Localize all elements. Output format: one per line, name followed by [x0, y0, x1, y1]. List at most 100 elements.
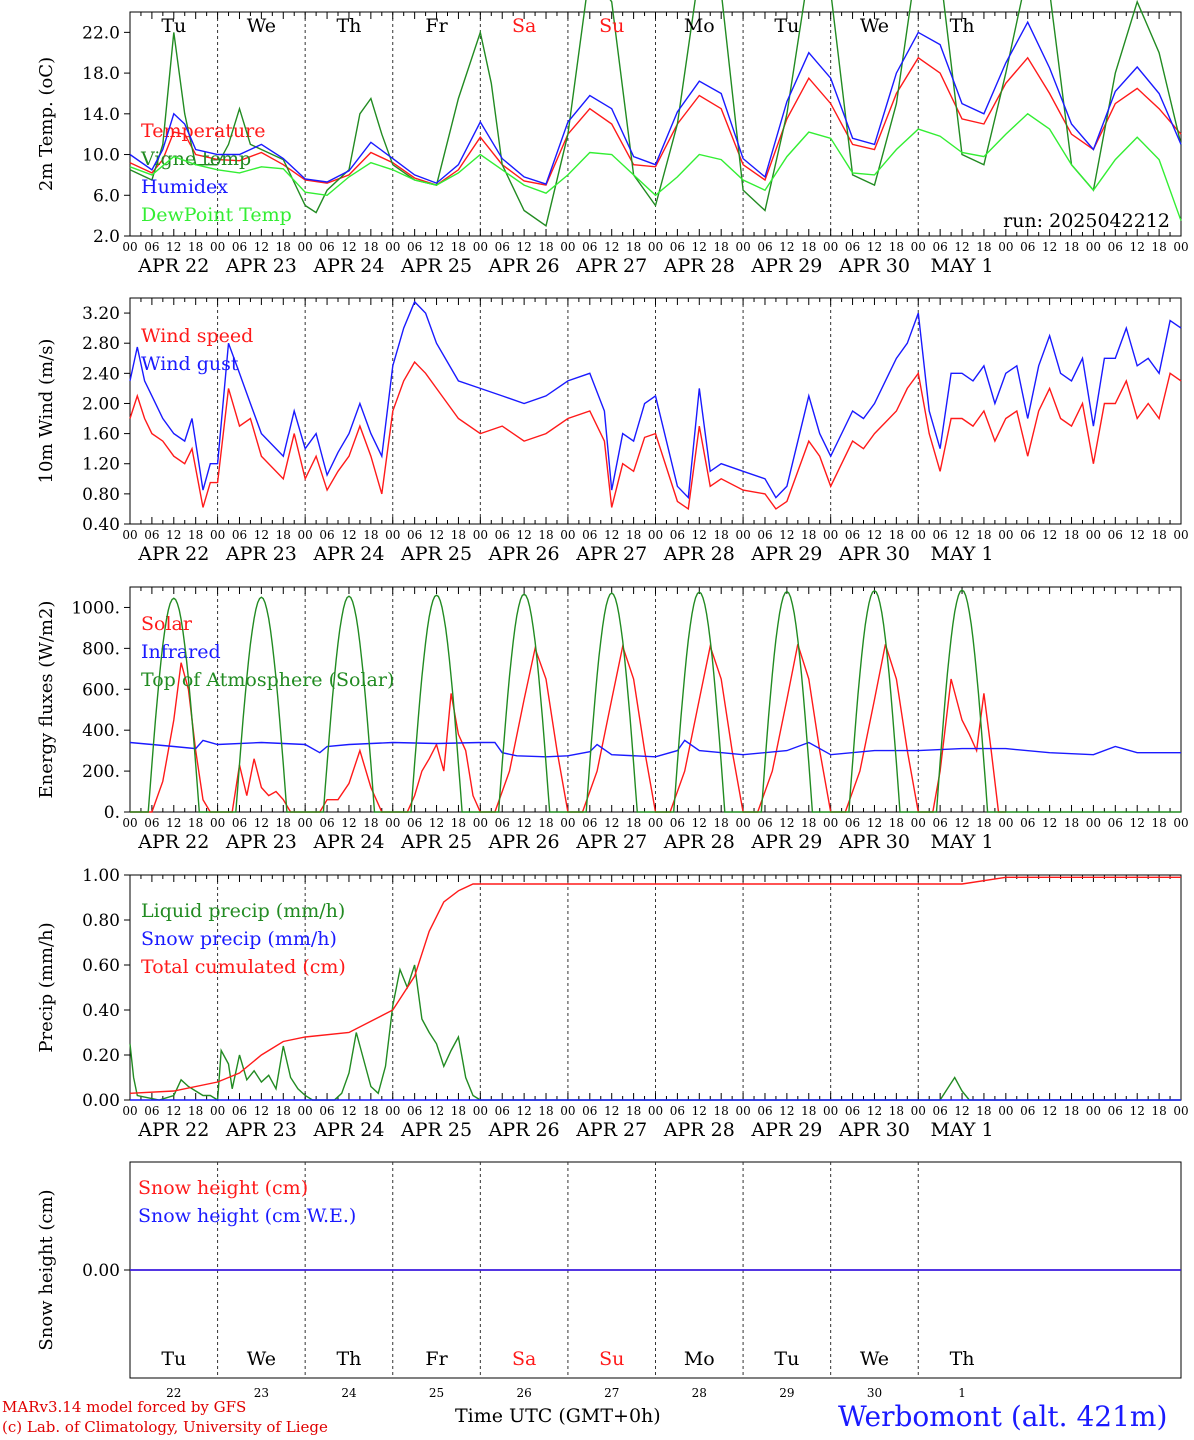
x-hour-label: 12	[429, 528, 444, 542]
x-hour-label: 18	[976, 240, 991, 254]
x-hour-label: 06	[232, 528, 247, 542]
y-tick-label: 18.0	[82, 64, 120, 84]
legend-entry: Snow height (cm)	[138, 1177, 308, 1199]
y-tick-label: 0.80	[82, 485, 120, 505]
y-axis-label: 10m Wind (m/s)	[36, 339, 57, 484]
legend-entry: Snow height (cm W.E.)	[138, 1205, 356, 1227]
y-tick-label: 2.00	[82, 394, 120, 414]
x-hour-label: 18	[801, 528, 816, 542]
day-label: Fr	[425, 1348, 448, 1370]
x-hour-label: 12	[341, 528, 356, 542]
x-hour-label: 00	[823, 816, 838, 830]
x-hour-label: 12	[254, 240, 269, 254]
x-hour-label: 18	[538, 816, 553, 830]
x-hour-label: 12	[341, 240, 356, 254]
x-hour-label: 00	[735, 528, 750, 542]
x-date-label: APR 24	[312, 1119, 384, 1141]
y-tick-label: 6.0	[93, 186, 120, 206]
x-hour-label: 00	[385, 240, 400, 254]
x-hour-label: 00	[1086, 528, 1101, 542]
y-tick-label: 0.20	[82, 1046, 120, 1066]
x-hour-label: 00	[560, 528, 575, 542]
day-label: Su	[599, 1348, 624, 1370]
x-hour-label: 18	[626, 1104, 641, 1118]
x-hour-label: 18	[1151, 240, 1166, 254]
x-date-label: APR 29	[750, 1119, 822, 1141]
y-tick-label: 0.00	[82, 1261, 120, 1281]
x-date-label: APR 27	[575, 1119, 647, 1141]
x-hour-label: 18	[188, 240, 203, 254]
x-date-label: APR 25	[400, 1119, 472, 1141]
x-hour-label: 00	[122, 528, 137, 542]
x-date-label: APR 27	[575, 255, 647, 277]
x-hour-label: 18	[188, 1104, 203, 1118]
x-date-label: MAY 1	[931, 543, 994, 565]
y-axis-label: Precip (mm/h)	[36, 922, 57, 1052]
x-hour-label: 12	[692, 816, 707, 830]
x-hour-label: 06	[670, 1104, 685, 1118]
day-number: 25	[429, 1386, 444, 1400]
x-hour-label: 00	[298, 816, 313, 830]
x-hour-label: 18	[363, 240, 378, 254]
x-hour-label: 12	[254, 528, 269, 542]
y-axis-label: Snow height (cm)	[36, 1189, 57, 1350]
x-hour-label: 12	[516, 1104, 531, 1118]
x-date-label: APR 24	[312, 255, 384, 277]
x-hour-label: 12	[867, 528, 882, 542]
y-tick-label: 400.	[82, 721, 120, 741]
x-hour-label: 12	[604, 240, 619, 254]
x-hour-label: 00	[560, 240, 575, 254]
x-hour-label: 12	[1130, 816, 1145, 830]
x-hour-label: 06	[495, 816, 510, 830]
x-hour-label: 18	[801, 240, 816, 254]
x-hour-label: 06	[144, 816, 159, 830]
y-tick-label: 22.0	[82, 23, 120, 43]
x-hour-label: 18	[889, 1104, 904, 1118]
x-hour-label: 06	[319, 240, 334, 254]
x-hour-label: 12	[779, 240, 794, 254]
x-hour-label: 00	[210, 1104, 225, 1118]
x-hour-label: 00	[823, 240, 838, 254]
x-hour-label: 06	[845, 240, 860, 254]
x-hour-label: 00	[1086, 1104, 1101, 1118]
x-date-label: APR 22	[137, 255, 209, 277]
y-tick-label: 0.80	[82, 911, 120, 931]
x-hour-label: 06	[670, 240, 685, 254]
x-hour-label: 18	[1151, 528, 1166, 542]
x-hour-label: 12	[341, 1104, 356, 1118]
x-hour-label: 00	[1086, 240, 1101, 254]
legend-entry: DewPoint Temp	[141, 204, 292, 226]
legend-entry: Liquid precip (mm/h)	[141, 900, 345, 922]
x-date-label: APR 30	[838, 831, 910, 853]
x-date-label: APR 22	[137, 543, 209, 565]
x-date-label: APR 30	[838, 255, 910, 277]
x-hour-label: 00	[911, 240, 926, 254]
x-hour-label: 12	[516, 528, 531, 542]
x-date-label: APR 29	[750, 255, 822, 277]
y-tick-label: 1.20	[82, 455, 120, 475]
x-hour-label: 06	[757, 1104, 772, 1118]
station-name: Werbomont (alt. 421m)	[838, 1400, 1168, 1433]
day-label: Mo	[684, 1348, 715, 1370]
day-label: Th	[336, 15, 361, 37]
series-line-vigne-temp	[129, 0, 1182, 227]
x-hour-label: 12	[516, 240, 531, 254]
x-hour-label: 00	[823, 1104, 838, 1118]
day-label: Th	[336, 1348, 361, 1370]
x-hour-label: 12	[954, 240, 969, 254]
x-hour-label: 18	[363, 528, 378, 542]
series-line-wind-speed	[129, 360, 1182, 511]
x-hour-label: 06	[1020, 1104, 1035, 1118]
x-date-label: APR 26	[488, 255, 560, 277]
y-tick-label: 0.	[104, 803, 120, 823]
day-number: 29	[779, 1386, 794, 1400]
x-hour-label: 00	[823, 528, 838, 542]
x-hour-label: 18	[1151, 816, 1166, 830]
x-hour-label: 12	[166, 816, 181, 830]
x-date-label: APR 22	[137, 1119, 209, 1141]
x-hour-label: 18	[451, 1104, 466, 1118]
x-hour-label: 00	[998, 240, 1013, 254]
x-hour-label: 00	[911, 816, 926, 830]
day-number: 23	[254, 1386, 269, 1400]
